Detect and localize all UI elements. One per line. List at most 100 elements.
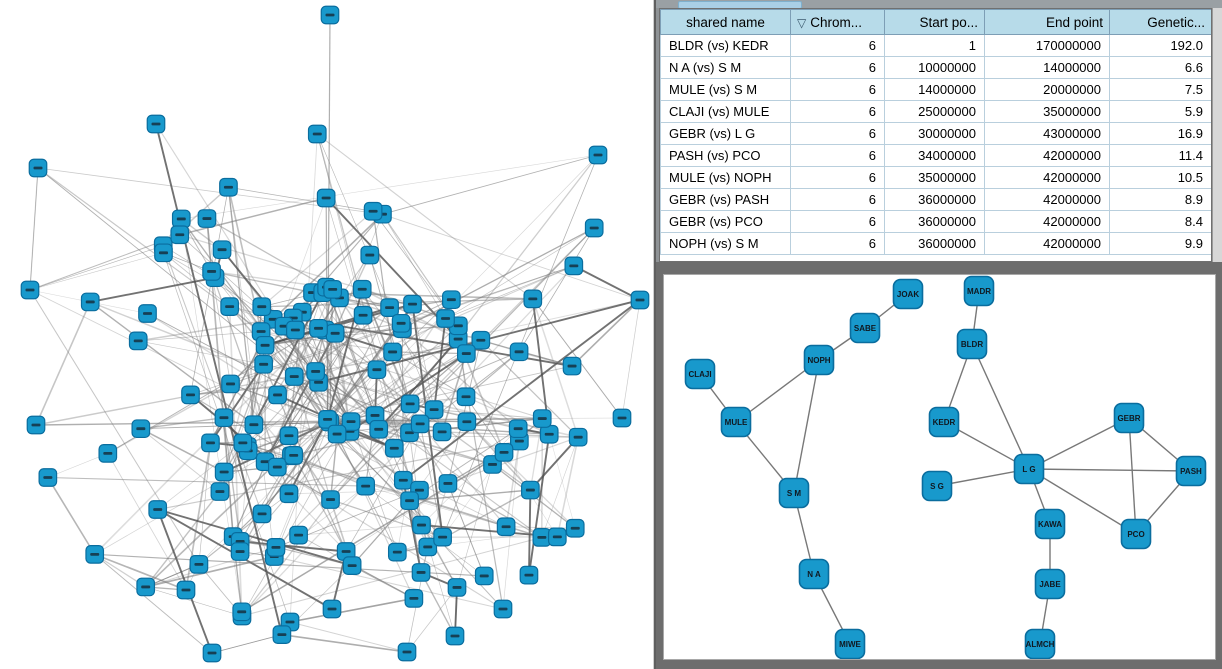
graph-node[interactable] <box>171 209 191 229</box>
graph-node[interactable] <box>532 528 552 547</box>
graph-node[interactable] <box>436 309 455 328</box>
table-row[interactable]: MULE (vs) NOPH 6 35000000 42000000 10.5 <box>660 166 1211 189</box>
graph-node[interactable]: CLAJI <box>684 358 716 390</box>
detail-network-canvas[interactable]: JOAK SABE NOPH CLAJI MULE S M N A MIWE MADR BLDR K… <box>664 275 1215 659</box>
graph-node[interactable]: PASH <box>1175 455 1207 487</box>
table-row[interactable]: N A (vs) S M 6 10000000 14000000 6.6 <box>660 56 1211 79</box>
graph-node[interactable] <box>438 474 458 493</box>
graph-node[interactable]: JOAK <box>892 278 924 310</box>
graph-node[interactable] <box>131 419 151 439</box>
graph-node[interactable] <box>471 330 491 350</box>
graph-node[interactable] <box>146 114 166 134</box>
graph-node[interactable]: ALMCH <box>1024 628 1056 659</box>
graph-node[interactable] <box>393 470 413 490</box>
graph-node[interactable] <box>232 602 252 622</box>
graph-node[interactable]: PCO <box>1120 518 1152 550</box>
graph-node[interactable] <box>341 412 361 431</box>
graph-node[interactable]: L G <box>1013 453 1045 485</box>
graph-node[interactable]: NOPH <box>803 344 835 376</box>
graph-node[interactable] <box>565 518 585 538</box>
graph-node[interactable]: MIWE <box>834 628 866 659</box>
graph-node[interactable] <box>136 577 156 597</box>
graph-node[interactable] <box>509 342 529 362</box>
graph-edge[interactable] <box>1128 417 1137 535</box>
graph-node[interactable] <box>630 290 650 310</box>
graph-node[interactable] <box>176 580 196 600</box>
graph-node[interactable] <box>197 209 217 228</box>
graph-node[interactable] <box>212 240 232 260</box>
graph-node[interactable] <box>547 527 567 547</box>
column-header-start-po[interactable]: Start po... <box>884 9 985 35</box>
graph-node[interactable]: N A <box>798 558 830 590</box>
table-row[interactable]: GEBR (vs) PCO 6 36000000 42000000 8.4 <box>660 210 1211 233</box>
column-header-chrom[interactable]: ▽ Chrom... <box>790 9 885 35</box>
graph-node[interactable] <box>397 642 417 662</box>
graph-node[interactable] <box>445 626 465 646</box>
graph-node[interactable]: MADR <box>963 275 995 307</box>
graph-node[interactable] <box>306 362 325 381</box>
graph-node[interactable] <box>307 124 327 144</box>
graph-node[interactable] <box>316 188 336 208</box>
graph-node[interactable] <box>28 158 48 178</box>
graph-node[interactable] <box>220 297 239 316</box>
graph-node[interactable] <box>219 177 238 197</box>
table-row[interactable]: BLDR (vs) KEDR 6 1 170000000 192.0 <box>660 34 1211 57</box>
graph-node[interactable]: BLDR <box>956 328 988 360</box>
graph-node[interactable] <box>400 394 420 414</box>
graph-node[interactable] <box>221 374 240 394</box>
column-header-shared-name[interactable]: shared name <box>660 9 791 35</box>
graph-node[interactable] <box>201 433 220 453</box>
graph-edge[interactable] <box>1028 468 1137 535</box>
graph-edge[interactable] <box>1028 417 1130 470</box>
graph-node[interactable] <box>266 537 286 557</box>
graph-node[interactable] <box>244 415 264 435</box>
graph-node[interactable] <box>80 292 100 312</box>
graph-node[interactable] <box>441 290 461 310</box>
graph-edge[interactable] <box>971 343 1030 470</box>
graph-node[interactable] <box>383 342 402 362</box>
graph-edge[interactable] <box>1028 468 1192 472</box>
graph-node[interactable] <box>327 424 347 444</box>
graph-node[interactable] <box>202 262 221 281</box>
graph-node[interactable] <box>523 289 543 309</box>
graph-node[interactable] <box>367 360 387 380</box>
graph-node[interactable] <box>391 313 411 333</box>
graph-node[interactable] <box>424 400 444 419</box>
table-vertical-scrollbar-track[interactable] <box>1212 8 1222 262</box>
graph-node[interactable]: S G <box>921 470 953 502</box>
graph-node[interactable] <box>98 444 118 463</box>
graph-node[interactable] <box>387 542 407 562</box>
graph-node[interactable] <box>356 476 375 496</box>
graph-node[interactable] <box>342 556 362 575</box>
table-row[interactable]: CLAJI (vs) MULE 6 25000000 35000000 5.9 <box>660 100 1211 123</box>
graph-node[interactable] <box>384 438 404 458</box>
graph-node[interactable] <box>474 566 494 586</box>
graph-node[interactable] <box>456 344 476 363</box>
graph-node[interactable] <box>252 297 272 317</box>
graph-node[interactable] <box>447 578 467 597</box>
table-row[interactable]: GEBR (vs) L G 6 30000000 43000000 16.9 <box>660 122 1211 145</box>
graph-node[interactable] <box>214 408 234 428</box>
graph-node[interactable] <box>539 424 559 444</box>
graph-node[interactable]: SABE <box>849 312 881 344</box>
graph-node[interactable] <box>128 331 148 351</box>
graph-node[interactable] <box>588 145 608 165</box>
graph-node[interactable] <box>519 565 539 585</box>
graph-node[interactable] <box>380 298 399 318</box>
graph-node[interactable] <box>411 563 431 582</box>
graph-node[interactable]: GEBR <box>1113 402 1145 434</box>
graph-node[interactable] <box>272 625 292 645</box>
graph-node[interactable] <box>400 491 419 511</box>
graph-node[interactable] <box>562 356 582 376</box>
graph-node[interactable]: S M <box>778 477 810 509</box>
graph-node[interactable] <box>255 335 275 355</box>
column-header-genetic[interactable]: Genetic... <box>1109 9 1211 35</box>
graph-node[interactable] <box>210 482 230 501</box>
graph-node[interactable] <box>148 500 168 519</box>
graph-node[interactable] <box>254 354 273 374</box>
graph-node[interactable] <box>85 545 105 564</box>
graph-node[interactable] <box>457 412 477 432</box>
graph-edge[interactable] <box>936 468 1030 487</box>
graph-node[interactable] <box>363 201 383 221</box>
graph-node[interactable] <box>284 367 304 386</box>
